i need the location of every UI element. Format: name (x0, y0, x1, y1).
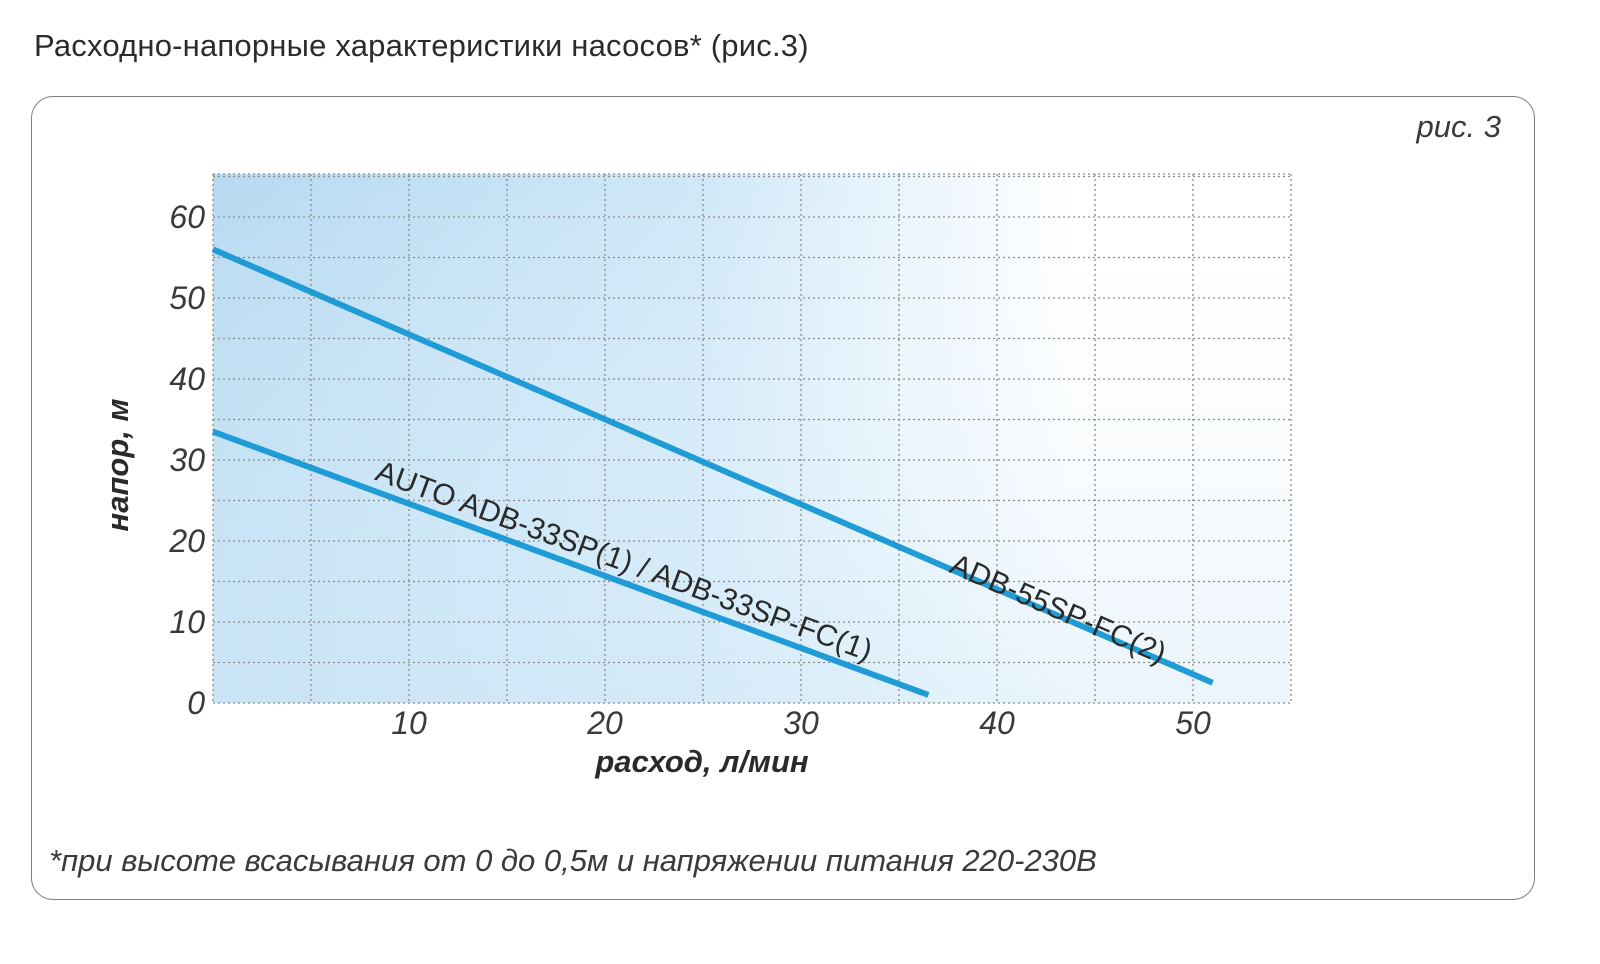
footnote: *при высоте всасывания от 0 до 0,5м и на… (49, 843, 1097, 878)
x-tick-label: 10 (391, 705, 427, 741)
y-tick-label: 20 (168, 523, 205, 559)
page-title: Расходно-напорные характеристики насосов… (34, 28, 809, 63)
y-axis-title: напор, м (100, 398, 135, 531)
y-tick-label: 0 (187, 685, 205, 721)
figure-label: рис. 3 (1416, 109, 1501, 144)
x-tick-label: 40 (979, 705, 1015, 741)
y-tick-label: 30 (169, 442, 205, 478)
chart-series (211, 246, 1214, 698)
y-tick-label: 40 (169, 361, 205, 397)
y-tick-label: 50 (169, 280, 205, 316)
series-line-1 (211, 246, 1214, 686)
x-tick-label: 20 (586, 705, 623, 741)
y-tick-label: 10 (169, 604, 205, 640)
x-tick-label: 50 (1175, 705, 1211, 741)
chart-ticks: 10 20 30 40 50 0 10 20 30 40 50 60 (168, 199, 1211, 741)
series-line-2 (211, 428, 930, 698)
x-axis-title: расход, л/мин (594, 744, 809, 779)
x-tick-label: 30 (783, 705, 819, 741)
plot-background (213, 174, 1290, 703)
y-tick-label: 60 (169, 199, 205, 235)
plot-area-shade (213, 174, 1290, 703)
